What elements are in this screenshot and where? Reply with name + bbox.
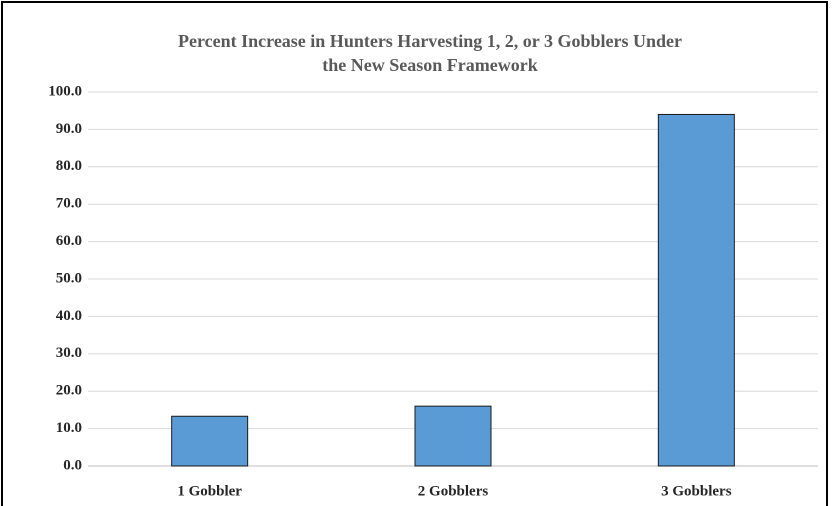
x-tick-label: 3 Gobblers <box>661 483 732 499</box>
y-tick-label: 30.0 <box>56 345 82 361</box>
bar <box>414 405 492 467</box>
y-tick-label: 20.0 <box>56 383 82 399</box>
x-tick-label: 1 Gobbler <box>177 483 242 499</box>
bar <box>657 113 735 467</box>
y-tick-label: 100.0 <box>48 83 82 99</box>
y-tick-label: 50.0 <box>56 270 82 286</box>
bar <box>171 415 249 467</box>
chart-title: the New Season Framework <box>322 55 537 75</box>
y-tick-label: 10.0 <box>56 420 82 436</box>
y-tick-label: 80.0 <box>56 158 82 174</box>
y-tick-label: 0.0 <box>63 457 82 473</box>
chart-title: Percent Increase in Hunters Harvesting 1… <box>178 31 682 51</box>
y-tick-label: 40.0 <box>56 308 82 324</box>
x-tick-label: 2 Gobblers <box>418 483 489 499</box>
y-tick-label: 70.0 <box>56 196 82 212</box>
y-tick-label: 90.0 <box>56 121 82 137</box>
y-tick-label: 60.0 <box>56 233 82 249</box>
